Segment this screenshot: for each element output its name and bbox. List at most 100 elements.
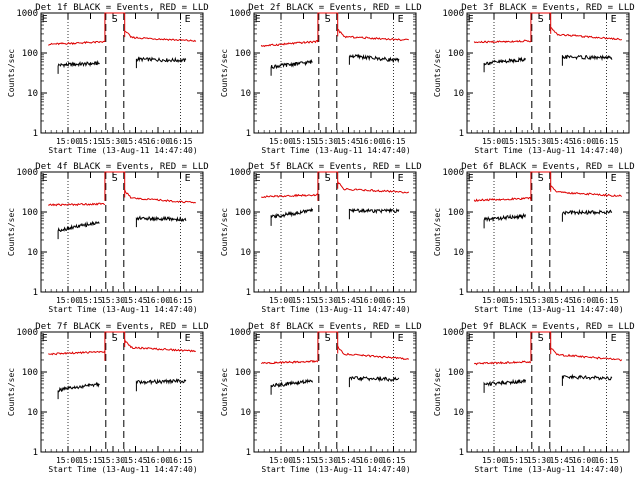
x-tick-label: 15:30	[527, 296, 551, 305]
x-tick-label: 16:15	[168, 456, 192, 465]
y-axis-label: Counts/sec	[433, 368, 442, 416]
lld-series-line	[124, 30, 197, 42]
x-tick-label: 15:30	[314, 296, 338, 305]
plot-frame	[253, 12, 417, 134]
events-series-line	[270, 207, 313, 226]
lld-spike	[317, 331, 339, 361]
y-tick-label: 1	[459, 129, 464, 139]
x-tick-label: 15:45	[549, 456, 573, 465]
lld-series-line	[550, 26, 622, 41]
x-tick-label: 16:00	[146, 296, 170, 305]
marker-e: E	[255, 14, 261, 25]
x-tick-label: 15:30	[101, 296, 125, 305]
x-tick-label: 15:45	[336, 137, 360, 146]
events-series-line	[483, 212, 526, 229]
events-series-line	[483, 378, 526, 393]
plot-frame	[466, 12, 630, 134]
lld-series-line	[261, 193, 319, 199]
marker-e: E	[42, 333, 48, 344]
x-tick-label: 15:45	[123, 296, 147, 305]
chart-panel-8: Det 8f BLACK = Events, RED = LLD 1 10 100 10…	[220, 322, 422, 474]
chart-title: Det 4f BLACK = Events, RED = LLD	[35, 162, 208, 172]
lld-series-line	[48, 40, 106, 46]
y-axis-label: Counts/sec	[220, 208, 229, 256]
lld-spike	[317, 171, 339, 201]
chart-panel-3: Det 3f BLACK = Events, RED = LLD 1 10 100 10…	[433, 3, 635, 155]
y-tick-label: 10	[27, 408, 38, 418]
x-tick-label: 16:15	[381, 137, 405, 146]
x-tick-label: 15:30	[101, 456, 125, 465]
lld-series-line	[550, 185, 623, 197]
x-tick-label: 15:15	[78, 456, 102, 465]
y-tick-label: 1	[33, 448, 38, 458]
x-tick-label: 15:45	[549, 296, 573, 305]
plot-frame	[40, 12, 204, 134]
x-tick-label: 15:00	[269, 137, 293, 146]
y-tick-label: 100	[22, 208, 38, 218]
x-tick-label: 15:00	[482, 296, 506, 305]
events-series-line	[348, 207, 400, 220]
y-tick-label: 1	[33, 129, 38, 139]
x-tick-label: 15:15	[504, 137, 528, 146]
y-tick-label: 1000	[442, 328, 464, 338]
chart-panel-6: Det 6f BLACK = Events, RED = LLD 1 10 100 10…	[433, 162, 635, 314]
y-tick-label: 100	[22, 49, 38, 59]
x-tick-label: 16:00	[359, 296, 383, 305]
y-tick-label: 1000	[442, 168, 464, 178]
x-tick-label: 15:15	[78, 296, 102, 305]
x-axis-label: Start Time (13-Aug-11 14:47:40)	[48, 465, 197, 474]
plot-frame	[466, 331, 630, 453]
y-axis-label: Counts/sec	[433, 208, 442, 256]
marker-e: E	[398, 14, 404, 25]
y-tick-label: 100	[22, 368, 38, 378]
marker-s: S	[325, 173, 331, 184]
lld-series-line	[48, 350, 106, 356]
marker-e: E	[468, 173, 474, 184]
marker-e: E	[611, 173, 617, 184]
lld-spike	[104, 12, 126, 42]
marker-e: E	[468, 333, 474, 344]
x-axis-label: Start Time (13-Aug-11 14:47:40)	[261, 146, 410, 155]
marker-e: E	[255, 333, 261, 344]
x-tick-label: 15:00	[56, 296, 80, 305]
x-tick-label: 16:00	[146, 137, 170, 146]
marker-e: E	[611, 333, 617, 344]
y-tick-label: 1000	[16, 9, 38, 19]
events-series-line	[348, 375, 400, 388]
events-series-line	[561, 54, 613, 66]
y-tick-label: 1000	[229, 168, 251, 178]
y-tick-label: 1000	[229, 328, 251, 338]
x-axis-label: Start Time (13-Aug-11 14:47:40)	[48, 305, 197, 314]
lld-series-line	[550, 347, 623, 362]
x-tick-label: 15:45	[549, 137, 573, 146]
marker-e: E	[42, 14, 48, 25]
lld-spike	[530, 331, 552, 361]
y-tick-label: 10	[27, 89, 38, 99]
x-tick-label: 16:15	[381, 296, 405, 305]
plot-frame	[253, 171, 417, 293]
y-tick-label: 10	[453, 89, 464, 99]
x-tick-label: 15:15	[291, 137, 315, 146]
chart-panel-7: Det 7f BLACK = Events, RED = LLD 1 10 100 10…	[7, 322, 209, 474]
y-axis-label: Counts/sec	[220, 368, 229, 416]
lld-series-line	[337, 28, 409, 42]
x-axis-label: Start Time (13-Aug-11 14:47:40)	[474, 146, 623, 155]
events-series-line	[270, 378, 313, 395]
y-tick-label: 1000	[229, 9, 251, 19]
x-tick-label: 16:15	[168, 296, 192, 305]
x-tick-label: 16:15	[594, 456, 618, 465]
marker-s: S	[538, 14, 544, 25]
marker-s: S	[112, 14, 118, 25]
x-axis-label: Start Time (13-Aug-11 14:47:40)	[261, 465, 410, 474]
x-tick-label: 15:30	[314, 137, 338, 146]
x-tick-label: 15:15	[78, 137, 102, 146]
x-tick-label: 16:15	[594, 296, 618, 305]
marker-e: E	[185, 173, 191, 184]
marker-e: E	[255, 173, 261, 184]
x-tick-label: 16:00	[572, 456, 596, 465]
x-tick-label: 16:15	[381, 456, 405, 465]
lld-series-line	[473, 196, 532, 202]
lld-spike	[530, 12, 552, 42]
x-tick-label: 15:15	[504, 456, 528, 465]
